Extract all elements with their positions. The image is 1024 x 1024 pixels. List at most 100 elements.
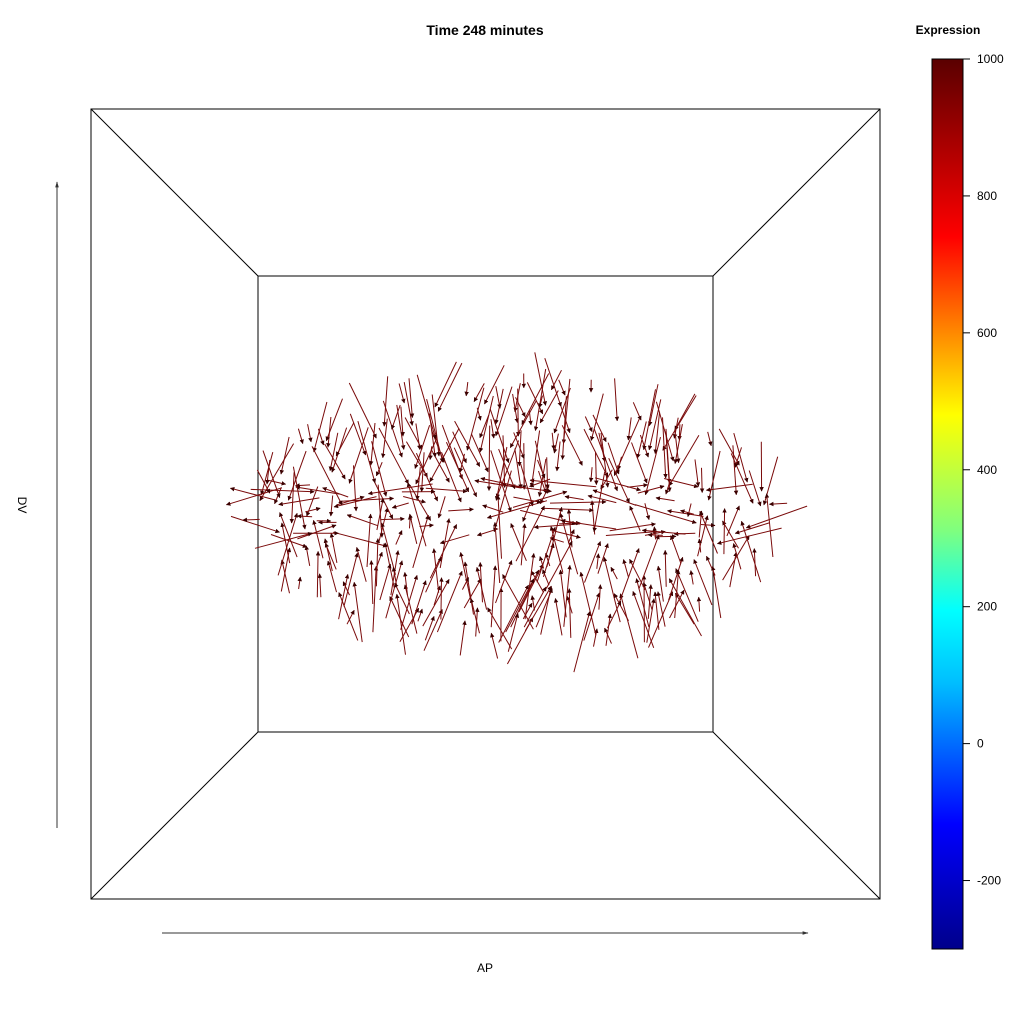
vector-arrow — [592, 414, 607, 443]
y-axis-label: DV — [15, 497, 29, 514]
vector-arrow — [381, 418, 388, 459]
vector-arrow — [752, 548, 757, 577]
edge-bottom-right — [712, 731, 881, 900]
vector-arrow — [567, 529, 575, 544]
vector-arrow — [391, 502, 409, 509]
vector-arrow — [259, 443, 295, 501]
vector-arrow — [602, 556, 621, 623]
vector-arrow — [368, 422, 376, 466]
vector-arrow — [515, 505, 545, 562]
vector-arrow — [486, 500, 548, 519]
vector-arrow — [380, 522, 396, 575]
vector-arrow — [734, 522, 770, 535]
vector-arrow — [732, 445, 739, 496]
vector-arrow — [545, 541, 573, 589]
inner-frame — [257, 275, 714, 733]
outer-frame — [90, 108, 881, 900]
vector-arrow — [522, 501, 531, 522]
vector-arrow — [644, 436, 661, 496]
vector-arrow — [694, 459, 701, 487]
vector-arrow — [613, 593, 629, 622]
vector-arrow — [538, 395, 543, 408]
vector-arrow — [254, 531, 313, 549]
vector-arrow — [716, 527, 782, 545]
vector-arrow — [563, 564, 572, 627]
vector-arrow — [295, 485, 340, 495]
vector-arrow — [389, 596, 410, 638]
vector-arrow — [454, 420, 481, 467]
vector-arrow — [655, 401, 675, 462]
colorbar-tick-label: 0 — [977, 737, 984, 751]
vector-arrow — [369, 560, 374, 605]
colorbar-tick-label: 200 — [977, 600, 997, 614]
vector-arrow — [662, 395, 697, 451]
vector-arrow — [479, 415, 490, 439]
vector-arrow — [489, 408, 510, 464]
vector-arrow — [279, 436, 290, 475]
vector-arrow — [546, 506, 563, 568]
vector-arrow — [642, 582, 653, 611]
vector-arrow — [490, 419, 496, 439]
vector-arrow — [317, 573, 323, 598]
vector-arrow — [225, 487, 282, 506]
vector-arrow — [745, 505, 808, 529]
vector-arrow — [437, 496, 446, 519]
vector-arrow — [593, 628, 599, 647]
vector-arrow — [439, 518, 451, 569]
vector-arrow — [662, 417, 668, 479]
vector-arrow — [495, 495, 502, 559]
vector-arrow — [423, 609, 443, 651]
vector-arrow — [395, 530, 403, 545]
vector-arrow — [536, 526, 557, 583]
vector-arrow — [403, 496, 426, 504]
vector-arrow — [674, 429, 681, 464]
vector-arrow — [600, 432, 610, 488]
vector-arrow — [280, 559, 290, 594]
vector-arrow — [632, 402, 642, 421]
vector-arrow — [297, 524, 337, 540]
vector-arrow — [539, 556, 545, 569]
vector-arrow — [567, 588, 572, 638]
vector-arrow — [398, 383, 406, 404]
vector-arrow — [425, 556, 442, 593]
vector-arrow — [415, 423, 422, 450]
vector-arrow — [514, 448, 523, 489]
vector-arrow — [730, 453, 754, 504]
vector-arrow — [584, 416, 593, 433]
vector-arrow — [487, 607, 513, 650]
vector-arrow — [538, 470, 547, 494]
vector-arrow — [529, 478, 597, 488]
vector-arrow — [482, 504, 504, 513]
vector-arrow — [529, 430, 541, 488]
vector-arrow — [524, 585, 552, 631]
vector-arrow — [416, 374, 437, 440]
vector-arrow — [463, 578, 482, 609]
vector-arrow — [655, 496, 675, 502]
vector-arrow — [549, 536, 564, 543]
vector-arrow — [495, 386, 502, 409]
vector-arrow — [697, 538, 702, 553]
vector-arrow — [663, 478, 699, 489]
vector-arrow — [317, 428, 325, 446]
vector-arrow — [379, 563, 392, 601]
vector-arrow — [412, 514, 430, 569]
vector-arrow — [328, 432, 339, 472]
vector-arrow — [545, 457, 550, 490]
vector-arrow — [400, 574, 418, 630]
vector-arrow — [646, 598, 656, 643]
vector-arrow — [312, 519, 324, 559]
colorbar-tick-label: 800 — [977, 189, 997, 203]
vector-arrow — [355, 546, 367, 582]
vector-arrow — [464, 382, 469, 397]
vector-arrow — [614, 378, 620, 422]
vector-arrow — [478, 562, 483, 603]
vector-arrow — [417, 608, 423, 622]
vector-arrow — [338, 592, 359, 641]
vector-arrow — [605, 613, 612, 646]
vector-arrow — [297, 576, 302, 590]
vector-arrow — [537, 459, 546, 479]
vector-arrow — [626, 417, 632, 441]
vector-arrow — [607, 600, 622, 629]
perspective-box — [90, 108, 881, 900]
vector-arrow — [471, 433, 489, 473]
